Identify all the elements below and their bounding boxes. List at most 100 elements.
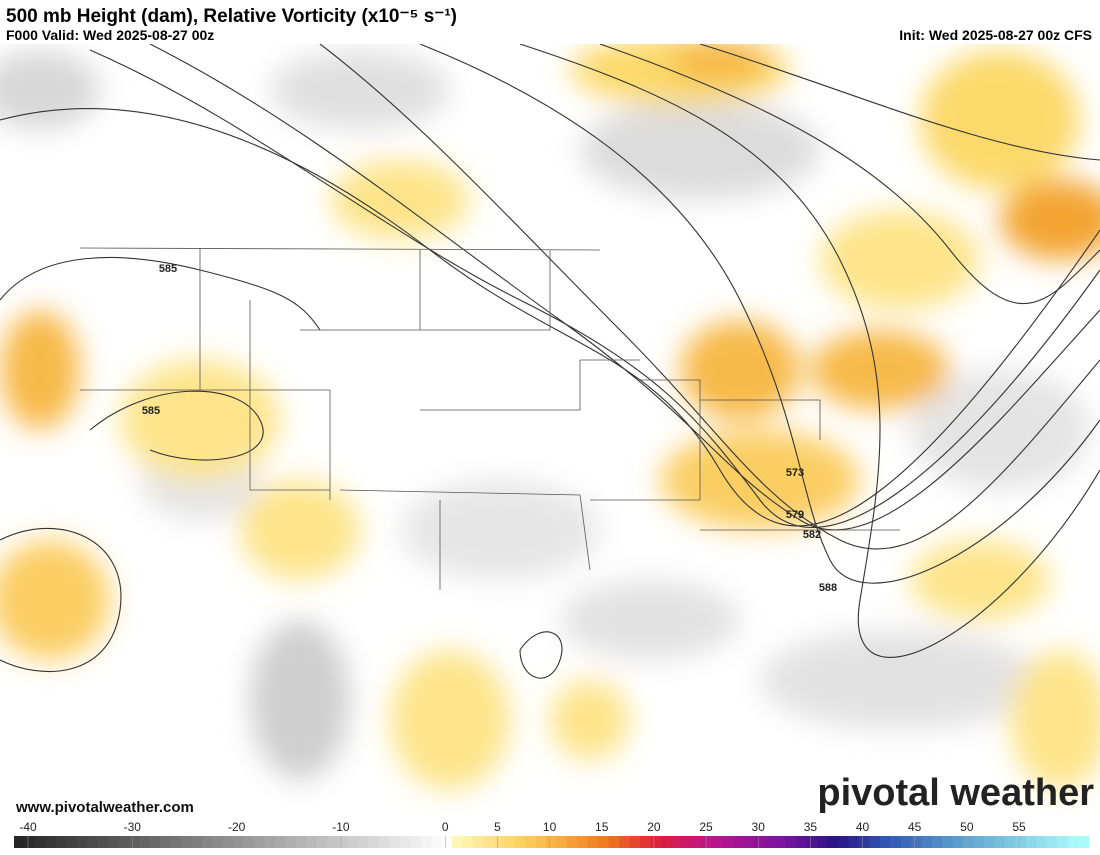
colorbar-swatch (128, 836, 140, 848)
colorbar-swatch (118, 836, 130, 848)
colorbar-tick-label: 15 (595, 820, 609, 834)
colorbar-tick-label: 35 (804, 820, 818, 834)
colorbar-swatch (796, 836, 808, 848)
colorbar-swatch (264, 836, 276, 848)
colorbar-tick-label: -20 (228, 820, 246, 834)
colorbar-swatch (483, 836, 495, 848)
colorbar-swatch (504, 836, 516, 848)
colorbar-swatch (994, 836, 1006, 848)
colorbar-swatch (24, 836, 36, 848)
colorbar-swatch (285, 836, 297, 848)
colorbar-swatch (97, 836, 109, 848)
colorbar-swatch (629, 836, 641, 848)
colorbar-swatch (222, 836, 234, 848)
colorbar-swatch (253, 836, 265, 848)
logo: pivotal weather (817, 772, 1094, 814)
colorbar-swatch (817, 836, 829, 848)
colorbar-swatch (233, 836, 245, 848)
colorbar-swatch (692, 836, 704, 848)
colorbar-swatch (890, 836, 902, 848)
colorbar-swatch (295, 836, 307, 848)
colorbar-swatch (744, 836, 756, 848)
colorbar-swatch (879, 836, 891, 848)
colorbar-tick-label: 40 (856, 820, 870, 834)
colorbar-swatch (598, 836, 610, 848)
colorbar-swatch (827, 836, 839, 848)
colorbar-swatch (399, 836, 411, 848)
colorbar-swatch (712, 836, 724, 848)
colorbar-swatch (754, 836, 766, 848)
colorbar-swatch (191, 836, 203, 848)
colorbar-swatch (1057, 836, 1069, 848)
colorbar-swatch (838, 836, 850, 848)
contour-label: 582 (803, 529, 821, 541)
colorbar-swatch (525, 836, 537, 848)
colorbar-swatch (546, 836, 558, 848)
colorbar-swatch (441, 836, 453, 848)
colorbar-tick-label: 55 (1012, 820, 1026, 834)
colorbar-tick-label: -10 (332, 820, 350, 834)
colorbar-swatch (493, 836, 505, 848)
colorbar-tick-label: 20 (647, 820, 661, 834)
colorbar-swatch (149, 836, 161, 848)
colorbar-swatch (431, 836, 443, 848)
title: 500 mb Height (dam), Relative Vorticity … (6, 6, 457, 27)
colorbar-swatch (410, 836, 422, 848)
colorbar-swatch (160, 836, 172, 848)
colorbar-swatch (535, 836, 547, 848)
colorbar-swatch (368, 836, 380, 848)
colorbar-swatch (452, 836, 464, 848)
colorbar-swatch (87, 836, 99, 848)
colorbar-swatch (942, 836, 954, 848)
colorbar-swatch (45, 836, 57, 848)
colorbar-swatch (1036, 836, 1048, 848)
colorbar-swatch (180, 836, 192, 848)
colorbar-swatch (702, 836, 714, 848)
colorbar-swatch (243, 836, 255, 848)
colorbar-swatch (775, 836, 787, 848)
colorbar-tick-label: 30 (752, 820, 766, 834)
colorbar-swatch (556, 836, 568, 848)
height-contours (0, 44, 1100, 679)
colorbar-swatch (566, 836, 578, 848)
colorbar-tick-label: -40 (19, 820, 37, 834)
colorbar-swatch (733, 836, 745, 848)
colorbar-swatch (212, 836, 224, 848)
colorbar-swatch (900, 836, 912, 848)
colorbar-swatch (858, 836, 870, 848)
colorbar-swatch (170, 836, 182, 848)
colorbar-swatch (107, 836, 119, 848)
colorbar-swatch (869, 836, 881, 848)
contour-label: 588 (819, 582, 837, 594)
colorbar-swatch (1067, 836, 1079, 848)
colorbar-swatch (577, 836, 589, 848)
colorbar-swatch (681, 836, 693, 848)
colorbar-swatch (472, 836, 485, 848)
colorbar-swatch (139, 836, 151, 848)
colorbar-swatch (462, 836, 474, 848)
colorbar-swatch (848, 836, 860, 848)
colorbar-swatch (55, 836, 67, 848)
colorbar-swatch (608, 836, 620, 848)
colorbar-swatch (984, 836, 996, 848)
contour-label: 573 (786, 467, 804, 479)
colorbar-swatch (952, 836, 964, 848)
colorbar-swatch (76, 836, 88, 848)
colorbar-swatch (34, 836, 46, 848)
colorbar-swatch (379, 836, 391, 848)
colorbar: -40 -30 -20 -10 0 5 10 15 20 25 30 35 40 45 50 55 (14, 820, 1090, 848)
colorbar-swatch (274, 836, 286, 848)
colorbar-swatch (1078, 836, 1090, 848)
colorbar-swatch (1046, 836, 1058, 848)
colorbar-swatch (911, 836, 923, 848)
colorbar-swatch (921, 836, 933, 848)
colorbar-swatch (326, 836, 338, 848)
colorbar-swatch (660, 836, 672, 848)
colorbar-swatch (765, 836, 777, 848)
valid-time: F000 Valid: Wed 2025-08-27 00z (6, 27, 214, 43)
colorbar-swatch (806, 836, 818, 848)
init-time: Init: Wed 2025-08-27 00z CFS (899, 27, 1092, 43)
colorbar-swatch (201, 836, 213, 848)
